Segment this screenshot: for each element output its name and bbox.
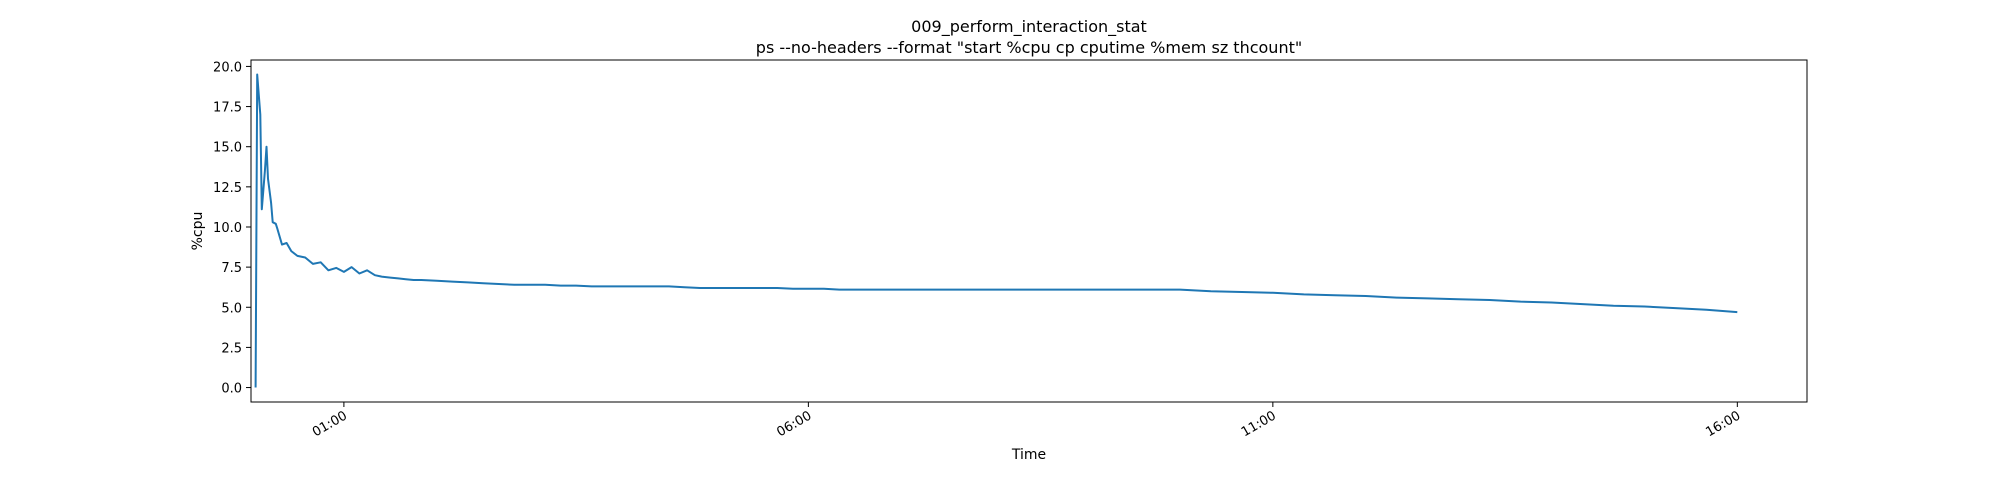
x-tick-label: 06:00 (774, 408, 814, 440)
y-tick-label: 15.0 (213, 141, 242, 156)
y-tick-label: 10.0 (213, 221, 242, 236)
plot-frame (250, 59, 1808, 403)
x-tick-label: 01:00 (310, 408, 350, 440)
y-tick-label: 20.0 (213, 60, 242, 75)
x-tick-label: 16:00 (1703, 408, 1743, 440)
series-line-cpu (254, 73, 1738, 388)
y-tick-label: 0.0 (221, 382, 242, 397)
y-axis-label: %cpu (190, 212, 206, 251)
y-tick-label: 7.5 (221, 261, 242, 276)
y-axis: 0.0 2.5 5.0 7.5 10.0 12.5 15.0 17.5 20.0 (213, 60, 251, 397)
y-tick-label: 12.5 (213, 181, 242, 196)
y-tick-label: 2.5 (221, 341, 242, 356)
chart-subtitle: ps --no-headers --format "start %cpu cp … (756, 38, 1302, 57)
y-tick-label: 17.5 (213, 101, 242, 116)
y-tick-label: 5.0 (221, 301, 242, 316)
chart-title: 009_perform_interaction_stat (911, 17, 1147, 37)
x-axis-label: Time (1011, 447, 1046, 463)
x-tick-label: 11:00 (1239, 408, 1279, 440)
x-axis: 01:00 06:00 11:00 16:00 (310, 402, 1743, 440)
